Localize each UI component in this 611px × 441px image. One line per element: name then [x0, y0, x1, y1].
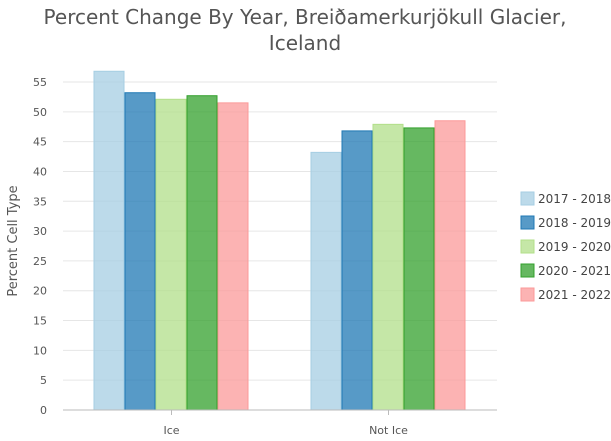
y-tick-label: 25	[33, 255, 47, 268]
chart-title-line-2: Iceland	[269, 31, 341, 55]
y-tick-label: 15	[33, 315, 47, 328]
y-axis-label: Percent Cell Type	[6, 185, 21, 296]
y-axis-ticks: 0 5 10 15 20 25 30 35 40 45 50 55	[33, 76, 47, 417]
legend-item: 2018 - 2019	[520, 215, 611, 230]
legend-swatch	[520, 239, 535, 254]
bar-not-ice-series-3	[403, 127, 435, 411]
bar-ice-series-0	[93, 70, 125, 411]
bar-ice-series-1	[124, 92, 156, 411]
bar-ice-series-2	[155, 98, 187, 411]
bar-ice-series-4	[217, 102, 249, 411]
legend-swatch	[520, 263, 535, 278]
y-tick-label: 10	[33, 344, 47, 357]
x-tick-label: Not Ice	[369, 424, 408, 437]
x-axis-ticks: Ice Not Ice	[163, 410, 408, 437]
y-tick-label: 55	[33, 76, 47, 89]
x-tick-label: Ice	[163, 424, 179, 437]
y-tick-label: 0	[40, 404, 47, 417]
y-tick-label: 45	[33, 136, 47, 149]
bar-ice-series-3	[186, 95, 218, 411]
legend-label: 2021 - 2022	[538, 288, 611, 302]
legend-item: 2021 - 2022	[520, 287, 611, 302]
legend-label: 2019 - 2020	[538, 240, 611, 254]
legend-label: 2017 - 2018	[538, 192, 611, 206]
bar-not-ice-series-1	[341, 130, 373, 411]
legend-item: 2017 - 2018	[520, 191, 611, 206]
legend-label: 2018 - 2019	[538, 216, 611, 230]
legend-swatch	[520, 287, 535, 302]
legend-item: 2020 - 2021	[520, 263, 611, 278]
legend: 2017 - 2018 2018 - 2019 2019 - 2020 2020 - …	[520, 191, 611, 302]
legend-label: 2020 - 2021	[538, 264, 611, 278]
y-tick-label: 50	[33, 106, 47, 119]
chart-title: Percent Change By Year, Breiðamerkurjöku…	[44, 5, 567, 55]
y-tick-label: 40	[33, 165, 47, 178]
bar-not-ice-series-0	[310, 151, 342, 411]
y-tick-label: 30	[33, 225, 47, 238]
bar-not-ice-series-2	[372, 123, 404, 411]
legend-swatch	[520, 215, 535, 230]
bar-not-ice-series-4	[434, 120, 466, 411]
y-tick-label: 20	[33, 285, 47, 298]
chart-title-line-1: Percent Change By Year, Breiðamerkurjöku…	[44, 5, 567, 29]
legend-item: 2019 - 2020	[520, 239, 611, 254]
y-tick-label: 5	[40, 374, 47, 387]
bars	[93, 70, 466, 411]
legend-swatch	[520, 191, 535, 206]
y-tick-label: 35	[33, 195, 47, 208]
